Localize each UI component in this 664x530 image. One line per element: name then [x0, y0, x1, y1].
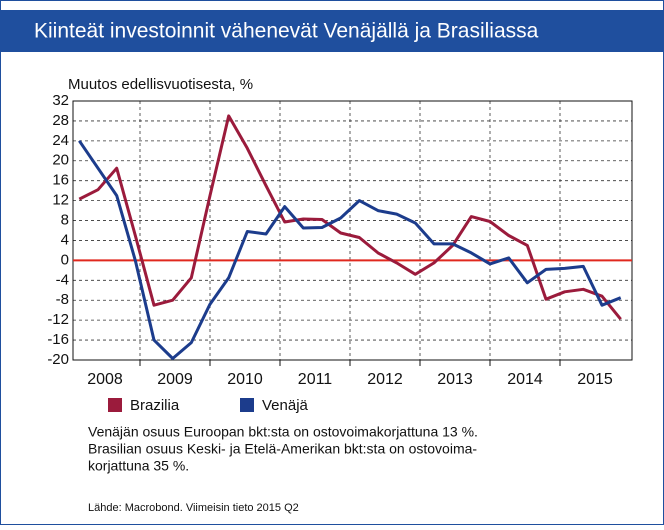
y-tick-label: 0 [61, 251, 69, 268]
series-line [78, 139, 622, 360]
legend-label: Venäjä [262, 397, 309, 414]
y-axis-label: Muutos edellisvuotisesta, % [68, 76, 253, 93]
y-tick-label: 16 [52, 172, 69, 189]
x-tick-label: 2013 [437, 371, 473, 388]
header [0, 10, 664, 52]
y-tick-label: 12 [52, 192, 69, 209]
legend-swatch [108, 398, 122, 412]
plot-frame [72, 100, 633, 361]
series-line [78, 114, 622, 321]
y-tick-label: 8 [61, 212, 69, 229]
y-tick-label: 4 [61, 231, 69, 248]
source: Lähde: Macrobond. Viimeisin tieto 2015 Q… [88, 502, 299, 514]
x-tick-label: 2009 [157, 371, 193, 388]
x-tick-label: 2008 [87, 371, 123, 388]
chart-title: Kiinteät investoinnit vähenevät Venäjäll… [34, 20, 539, 43]
legend-swatch [240, 398, 254, 412]
note: Brasilian osuus Keski- ja Etelä-Amerikan… [88, 441, 477, 457]
x-tick-label: 2010 [227, 371, 263, 388]
y-tick-label: 32 [52, 92, 69, 109]
y-tick-label: -20 [47, 351, 69, 368]
y-tick-label: 24 [52, 132, 69, 149]
legend-label: Brazilia [130, 397, 180, 414]
y-tick-label: -4 [56, 271, 69, 288]
y-tick-label: 20 [52, 152, 69, 169]
note: Venäjän osuus Euroopan bkt:sta on ostovo… [88, 424, 478, 440]
y-tick-label: -12 [47, 311, 69, 328]
y-tick-label: -16 [47, 331, 69, 348]
x-tick-label: 2015 [577, 371, 613, 388]
x-tick-label: 2011 [298, 371, 333, 388]
note: korjattuna 35 %. [88, 458, 189, 474]
y-tick-label: -8 [56, 291, 69, 308]
x-tick-label: 2012 [367, 371, 403, 388]
x-tick-label: 2014 [507, 371, 543, 388]
y-tick-label: 28 [52, 112, 69, 129]
